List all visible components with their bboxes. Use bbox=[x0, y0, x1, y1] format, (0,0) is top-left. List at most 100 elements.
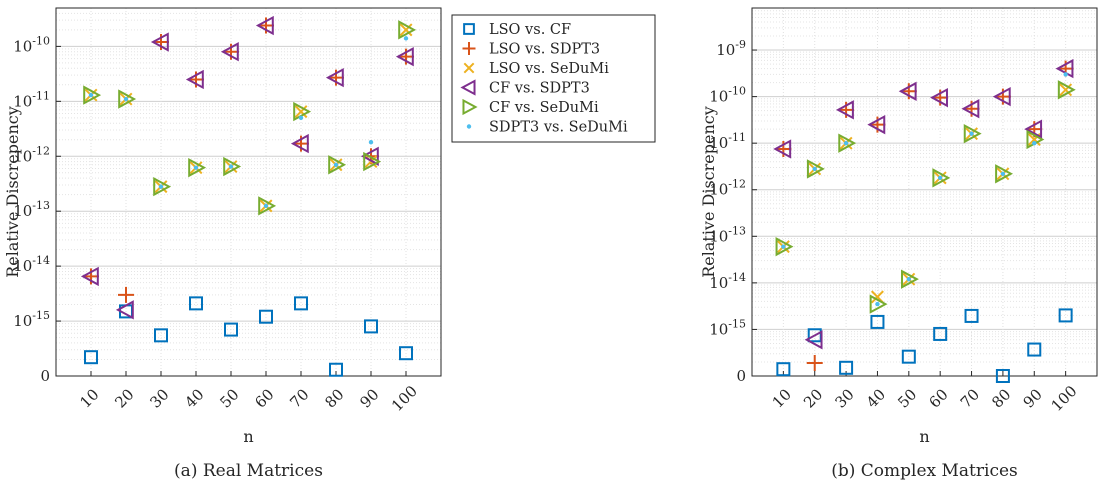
grid bbox=[56, 8, 441, 376]
data-point bbox=[403, 36, 409, 41]
x-tick-label: 30 bbox=[831, 385, 857, 411]
x-tick-label: 100 bbox=[388, 382, 421, 415]
data-point bbox=[1059, 83, 1073, 97]
legend-entry: LSO vs. CF bbox=[463, 22, 571, 38]
data-point bbox=[812, 166, 817, 172]
data-point bbox=[193, 165, 199, 170]
x-tick-label: 30 bbox=[146, 385, 172, 411]
data-point bbox=[328, 155, 347, 175]
data-point bbox=[961, 99, 980, 119]
data-point bbox=[228, 164, 234, 169]
legend-entry: CF vs. SDPT3 bbox=[460, 79, 590, 97]
subfigure-caption: (b) Complex Matrices bbox=[831, 461, 1018, 481]
y-axis-label: Relative Discrepency bbox=[3, 106, 22, 278]
data-point bbox=[84, 350, 98, 365]
x-tick-label: 20 bbox=[111, 385, 137, 411]
data-point bbox=[325, 67, 344, 88]
data-point bbox=[83, 85, 102, 105]
data-point bbox=[835, 100, 854, 120]
data-point bbox=[188, 157, 207, 178]
data-point bbox=[963, 123, 982, 144]
data-point bbox=[158, 184, 164, 189]
x-tick-label: 60 bbox=[251, 385, 277, 411]
data-point bbox=[294, 105, 308, 119]
legend-label: LSO vs. CF bbox=[489, 22, 571, 38]
data-point bbox=[843, 140, 849, 146]
data-point bbox=[932, 168, 951, 188]
y-tick-label: 10-15 bbox=[13, 309, 50, 330]
y-tick-label: 0 bbox=[736, 367, 746, 385]
legend-marker bbox=[462, 98, 478, 116]
data-point bbox=[901, 349, 916, 364]
x-tick-label: 60 bbox=[926, 385, 952, 411]
x-tick-label: 70 bbox=[286, 385, 312, 411]
data-point bbox=[1063, 72, 1068, 77]
data-point bbox=[869, 294, 888, 314]
data-point bbox=[398, 20, 417, 40]
data-point bbox=[294, 296, 308, 311]
data-point bbox=[901, 269, 919, 289]
data-point bbox=[118, 286, 134, 303]
y-tick-label: 10-10 bbox=[709, 85, 746, 106]
legend-marker bbox=[462, 42, 476, 55]
data-point bbox=[123, 96, 129, 102]
x-tick-label: 80 bbox=[988, 385, 1014, 411]
y-axis-label: Relative Discrepency bbox=[699, 106, 718, 278]
x-tick-label: 70 bbox=[957, 385, 983, 411]
data-point bbox=[933, 326, 948, 341]
data-point bbox=[995, 164, 1014, 184]
data-point bbox=[293, 101, 312, 122]
data-point bbox=[263, 203, 269, 209]
data-point bbox=[773, 139, 792, 159]
legend-label: LSO vs. SeDuMi bbox=[489, 61, 609, 77]
legend-label: LSO vs. SDPT3 bbox=[489, 42, 600, 58]
data-point bbox=[153, 176, 172, 197]
grid bbox=[752, 8, 1097, 376]
data-point bbox=[395, 46, 414, 67]
data-point bbox=[906, 276, 912, 282]
data-point bbox=[298, 115, 304, 121]
data-point bbox=[364, 319, 378, 334]
data-point bbox=[220, 42, 239, 62]
x-tick-label: 90 bbox=[356, 385, 382, 411]
data-point bbox=[1058, 308, 1073, 323]
data-point bbox=[259, 309, 273, 324]
data-point bbox=[224, 322, 238, 337]
axes-box bbox=[55, 7, 442, 377]
data-point bbox=[867, 114, 886, 135]
data-point bbox=[839, 360, 854, 375]
legend-marker bbox=[463, 62, 475, 74]
data-point bbox=[804, 330, 823, 350]
data-point bbox=[995, 369, 1010, 383]
x-axis-label: n bbox=[919, 427, 929, 446]
series bbox=[80, 15, 414, 320]
x-tick-label: 80 bbox=[321, 385, 347, 411]
data-point bbox=[290, 133, 309, 154]
data-point bbox=[360, 146, 379, 166]
legend: LSO vs. CF LSO vs. SDPT3 LSO vs. SeDuMi CF … bbox=[451, 14, 656, 143]
data-point bbox=[118, 89, 137, 109]
data-point bbox=[870, 314, 885, 329]
x-tick-label: 10 bbox=[769, 385, 795, 411]
legend-label: SDPT3 vs. SeDuMi bbox=[489, 120, 628, 136]
data-point bbox=[189, 296, 203, 311]
data-point bbox=[969, 131, 974, 136]
legend-marker bbox=[460, 79, 476, 96]
legend-entry: LSO vs. SeDuMi bbox=[463, 61, 609, 77]
data-point bbox=[775, 236, 794, 257]
data-point bbox=[964, 308, 979, 323]
data-point bbox=[898, 81, 917, 101]
x-axis-label: n bbox=[243, 427, 253, 446]
y-tick-label: 10-10 bbox=[13, 34, 50, 55]
data-point bbox=[154, 328, 168, 343]
data-point bbox=[1024, 119, 1043, 139]
data-point bbox=[806, 159, 825, 179]
legend-entry: LSO vs. SDPT3 bbox=[462, 42, 600, 58]
data-point bbox=[776, 362, 791, 377]
x-tick-label: 90 bbox=[1020, 385, 1046, 411]
data-point bbox=[363, 151, 382, 172]
data-point bbox=[1032, 140, 1037, 146]
